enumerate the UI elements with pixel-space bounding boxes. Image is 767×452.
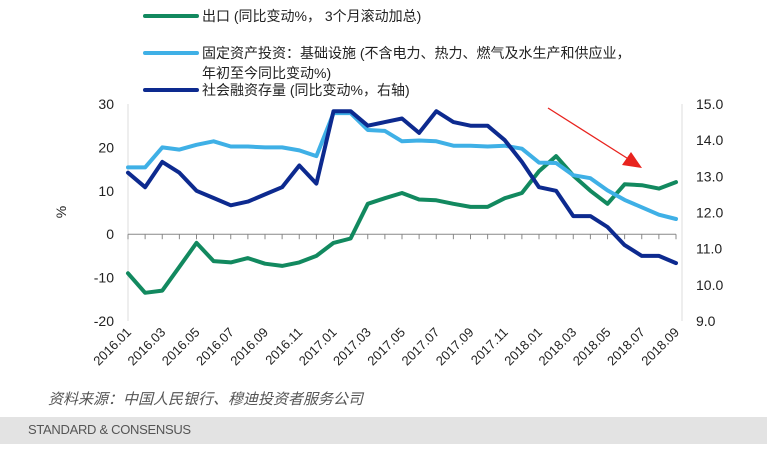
brand-logo-text: STANDARD & CONSENSUS bbox=[28, 422, 191, 437]
series-line-1 bbox=[126, 154, 678, 295]
x-tick-label: 2017.09 bbox=[433, 325, 477, 369]
y-axis-label: % bbox=[53, 206, 69, 218]
y-tick-label: 20 bbox=[98, 139, 114, 155]
y-tick-label: 30 bbox=[98, 96, 114, 112]
legend-label-2-line2: 年初至今同比变动%) bbox=[202, 65, 331, 81]
trend-arrow-shaft bbox=[547, 107, 631, 161]
y2-tick-label: 9.0 bbox=[696, 313, 716, 329]
series-line-3 bbox=[126, 109, 678, 266]
y2-tick-label: 11.0 bbox=[696, 241, 722, 257]
legend-label-2-line1: 固定资产投资：基础设施 (不含电力、热力、燃气及水生产和供应业， bbox=[202, 45, 631, 61]
y2-tick-label: 15.0 bbox=[696, 96, 723, 112]
y2-tick-label: 13.0 bbox=[696, 168, 723, 184]
legend-label-3: 社会融资存量 (同比变动%，右轴) bbox=[202, 82, 410, 98]
trend-arrow-head bbox=[622, 152, 642, 168]
y-tick-label: -10 bbox=[94, 270, 114, 286]
y2-tick-label: 12.0 bbox=[696, 205, 723, 221]
source-note: 资料来源：中国人民银行、穆迪投资者服务公司 bbox=[48, 390, 364, 408]
x-tick-label: 2016.09 bbox=[227, 325, 271, 369]
y-tick-label: -20 bbox=[94, 313, 114, 329]
footer-band: STANDARD & CONSENSUS bbox=[0, 417, 767, 444]
y2-tick-label: 14.0 bbox=[696, 132, 723, 148]
y-tick-label: 10 bbox=[98, 183, 114, 199]
series-line-2 bbox=[126, 111, 678, 221]
x-tick-label: 2018.09 bbox=[638, 325, 682, 369]
y2-tick-label: 10.0 bbox=[696, 277, 723, 293]
legend-label-1: 出口 (同比变动%， 3个月滚动加总) bbox=[202, 8, 421, 24]
y-tick-label: 0 bbox=[106, 226, 114, 242]
